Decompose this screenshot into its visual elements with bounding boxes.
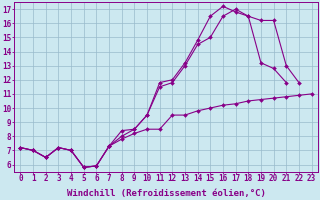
X-axis label: Windchill (Refroidissement éolien,°C): Windchill (Refroidissement éolien,°C) (67, 189, 266, 198)
